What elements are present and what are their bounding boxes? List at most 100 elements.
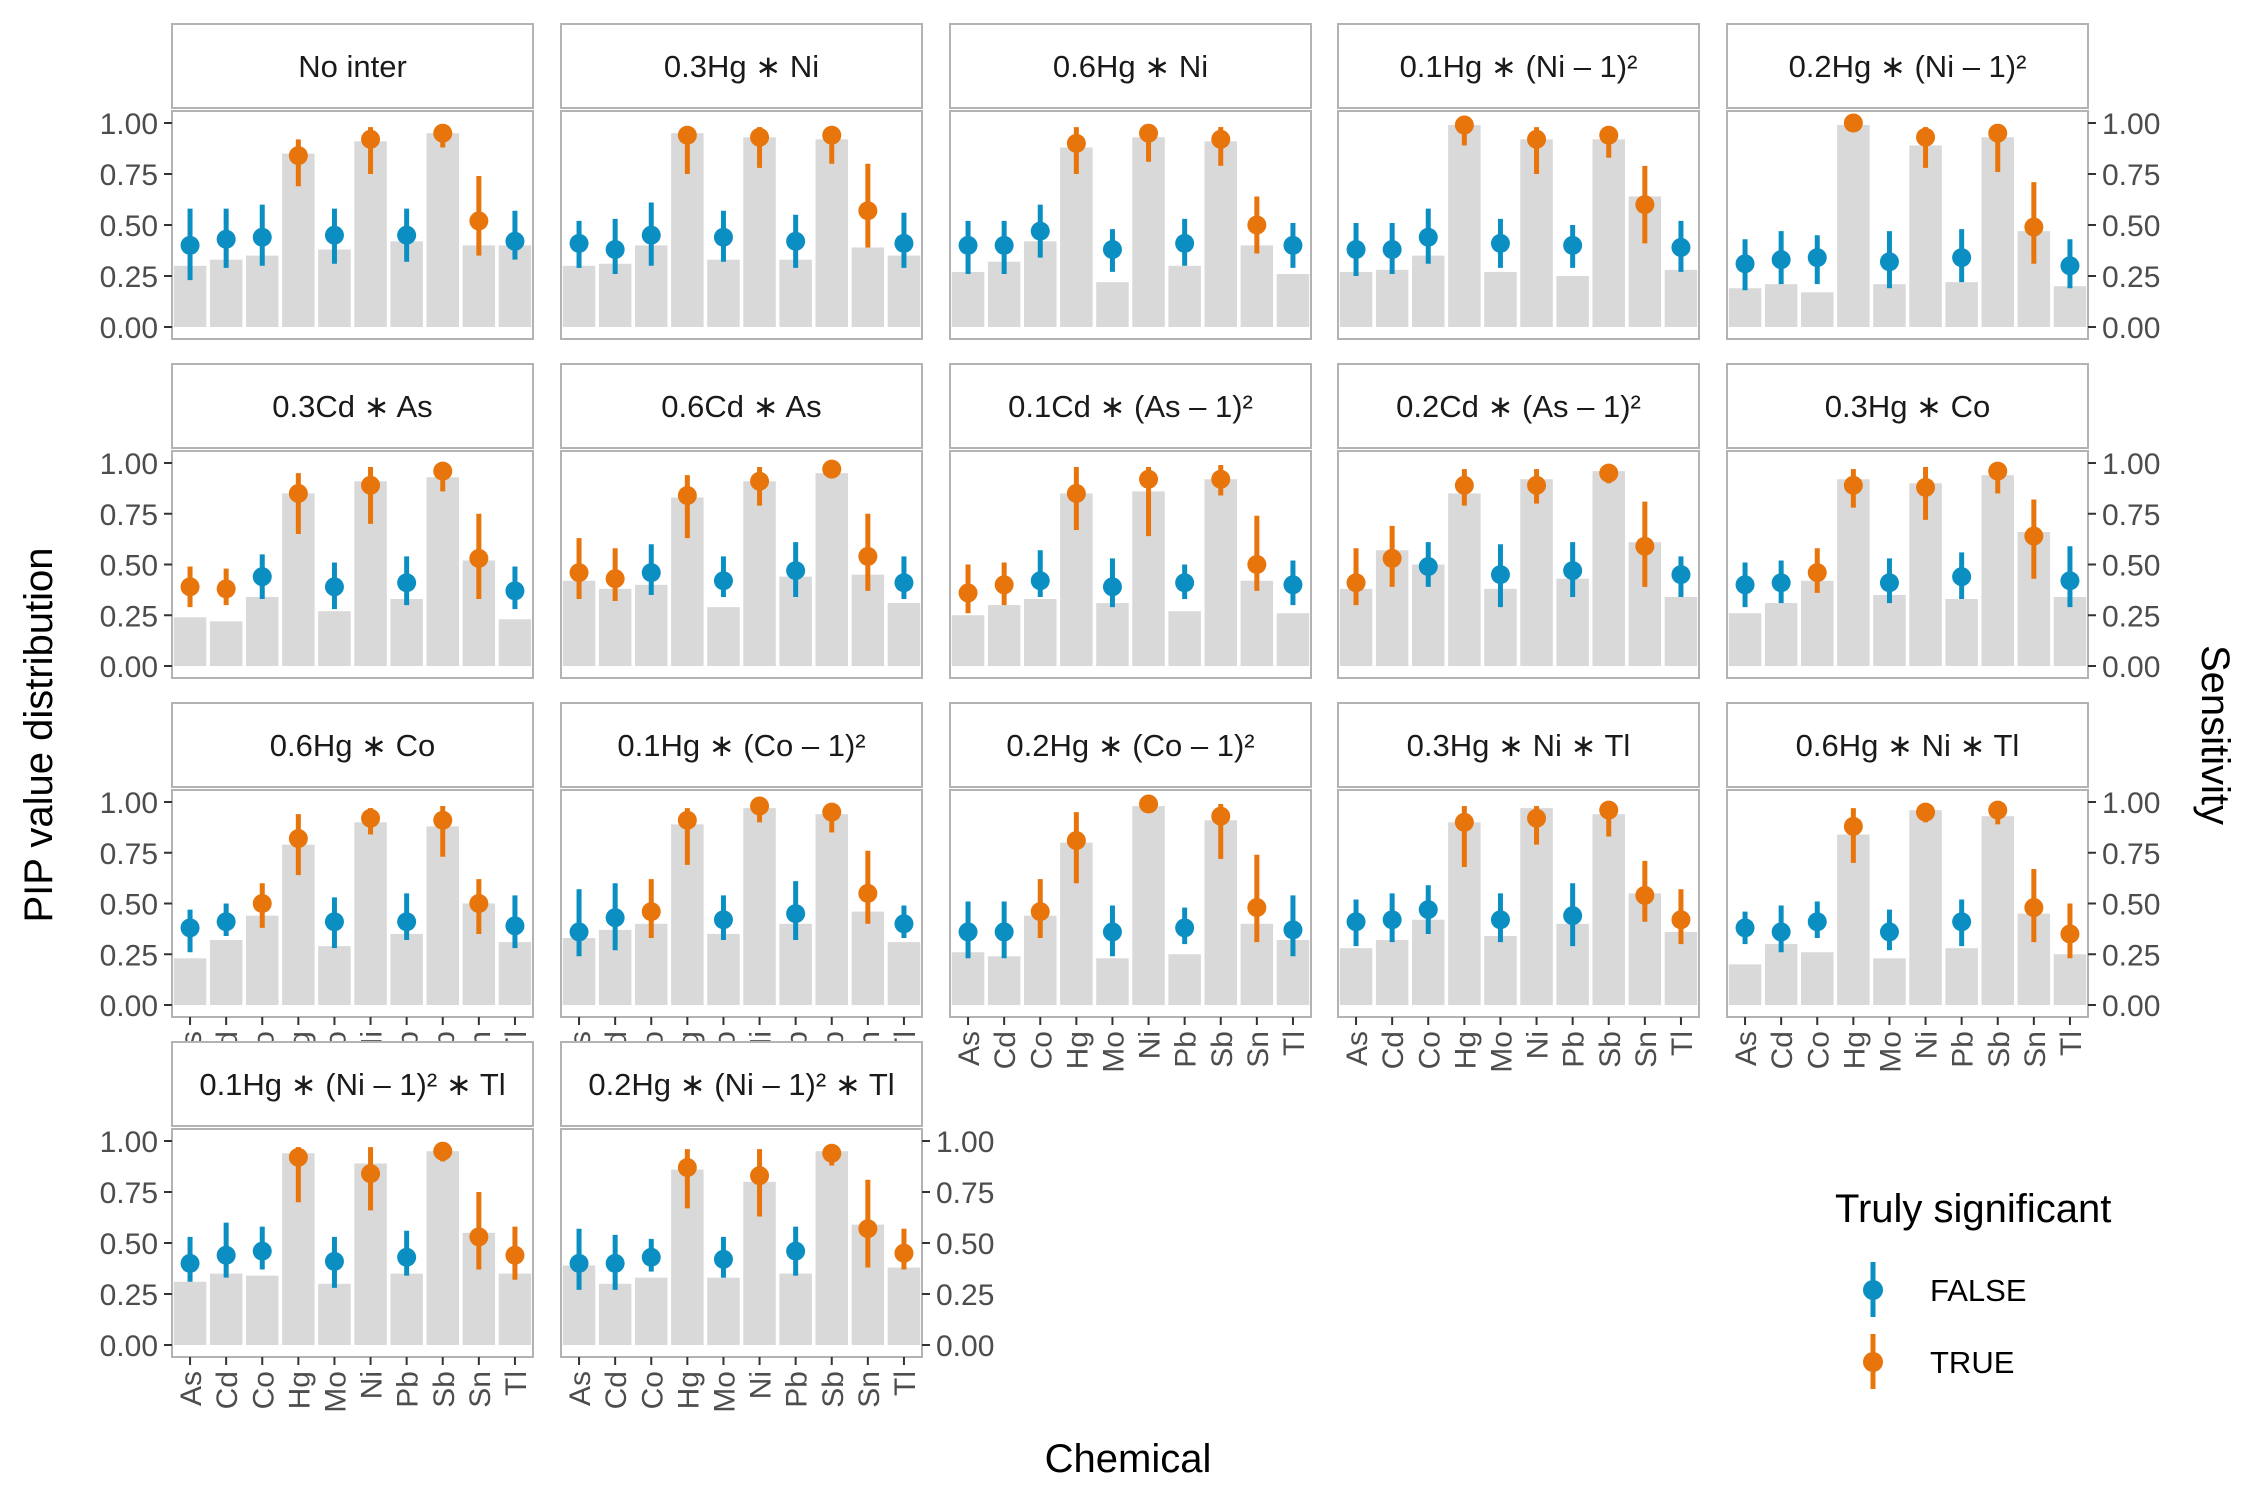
facet-strip-label: 0.1Hg ∗ (Ni – 1)²	[1400, 49, 1638, 84]
pip-median-point	[397, 1247, 417, 1267]
pip-median-point	[1879, 922, 1899, 942]
pip-median-point	[713, 571, 733, 591]
sensitivity-bar	[246, 596, 279, 666]
sensitivity-bar	[598, 263, 632, 327]
sensitivity-bar	[815, 473, 848, 666]
pip-median-point	[641, 1247, 661, 1267]
pip-median-point	[1102, 239, 1122, 259]
y-tick-label: 0.00	[100, 651, 158, 684]
pip-median-point	[505, 1245, 525, 1265]
sensitivity-bar	[173, 958, 207, 1005]
pip-median-point	[324, 577, 344, 597]
pip-median-point	[1988, 800, 2008, 820]
pip-median-point	[433, 1141, 453, 1161]
pip-median-point	[677, 485, 697, 505]
pip-median-point	[858, 883, 878, 903]
sensitivity-bar	[743, 481, 776, 666]
pip-median-point	[1382, 548, 1402, 568]
pip-median-point	[1211, 806, 1231, 826]
pip-median-point	[1346, 912, 1366, 932]
facet-strip-label: 0.1Hg ∗ (Ni – 1)² ∗ Tl	[199, 1067, 505, 1102]
sensitivity-bar	[1448, 125, 1481, 327]
pip-median-point	[1671, 565, 1691, 585]
y-tick-label: 1.00	[100, 1126, 158, 1159]
sensitivity-bar	[707, 607, 740, 666]
sensitivity-bar	[1556, 276, 1589, 327]
x-tick-label: Ni	[1911, 1031, 1944, 1059]
sensitivity-bar	[635, 584, 668, 666]
y-tick-label: 1.00	[100, 108, 158, 141]
x-tick-label: Mo	[1097, 1031, 1130, 1073]
pip-median-point	[1843, 816, 1863, 836]
facet-strip-label: 0.1Hg ∗ (Co – 1)²	[617, 728, 865, 763]
pip-median-point	[324, 912, 344, 932]
sensitivity-bar	[951, 615, 985, 666]
y2-axis-title: Sensitivity	[2193, 645, 2237, 825]
x-tick-label: As	[1730, 1031, 1763, 1066]
y2-tick-label: 0.75	[2102, 159, 2160, 192]
pip-median-point	[1843, 113, 1863, 133]
sensitivity-bar	[1592, 139, 1625, 327]
sensitivity-bar	[246, 1275, 279, 1345]
pip-median-point	[786, 904, 806, 924]
sensitivity-bar	[1276, 613, 1310, 666]
pip-median-point	[469, 1227, 489, 1247]
pip-median-point	[1988, 461, 2008, 481]
sensitivity-bar	[498, 619, 532, 666]
y-tick-label: 0.25	[100, 1279, 158, 1312]
sensitivity-bar	[635, 1277, 668, 1345]
legend-label-true: TRUE	[1930, 1345, 2014, 1380]
facet-strip-label: 0.2Hg ∗ (Co – 1)²	[1006, 728, 1254, 763]
x-tick-label: Hg	[1449, 1031, 1482, 1069]
x-tick-label: Tl	[500, 1371, 533, 1396]
sensitivity-bar	[951, 952, 985, 1005]
x-tick-label: Sn	[2019, 1031, 2052, 1068]
sensitivity-bar	[815, 139, 848, 327]
x-tick-label: Cd	[1766, 1031, 1799, 1069]
x-tick-label: Tl	[889, 1371, 922, 1396]
pip-median-point	[1879, 252, 1899, 272]
sensitivity-bar	[209, 259, 243, 327]
pip-median-point	[1916, 127, 1936, 147]
pip-median-point	[641, 902, 661, 922]
pip-median-point	[750, 471, 770, 491]
y-tick-label: 0.50	[100, 889, 158, 922]
pip-median-point	[605, 569, 625, 589]
pip-median-point	[1952, 248, 1972, 268]
sensitivity-bar	[1945, 282, 1978, 327]
y-tick-label: 0.50	[100, 1228, 158, 1261]
pip-median-point	[288, 829, 308, 849]
pip-median-point	[858, 546, 878, 566]
sensitivity-bar	[246, 255, 279, 327]
pip-median-point	[858, 201, 878, 221]
sensitivity-bar	[987, 605, 1021, 666]
pip-median-point	[677, 1158, 697, 1178]
sensitivity-bar	[1592, 471, 1625, 666]
sensitivity-bar	[1204, 141, 1237, 327]
facet-strip	[949, 23, 1312, 109]
sensitivity-bar	[1484, 271, 1517, 327]
pip-median-point	[216, 229, 236, 249]
pip-median-point	[252, 227, 272, 247]
facet-strip	[949, 363, 1312, 449]
sensitivity-bar	[426, 133, 459, 327]
facet-panel: No inter 0.00 0.25 0.50 0.75 1.00	[100, 23, 534, 345]
y-tick-label: 0.25	[100, 939, 158, 972]
y2-tick-label: 1.00	[2102, 787, 2160, 820]
pip-median-point	[994, 235, 1014, 255]
x-tick-label: Sn	[1242, 1031, 1275, 1068]
x-tick-label: Cd	[600, 1371, 633, 1409]
pip-median-point	[505, 916, 525, 936]
pip-median-point	[1346, 239, 1366, 259]
facet-strip	[560, 1041, 923, 1127]
facet-strip-label: 0.6Cd ∗ As	[661, 389, 821, 424]
pip-median-point	[677, 125, 697, 145]
y2-tick-label: 0.25	[2102, 600, 2160, 633]
pip-median-point	[713, 227, 733, 247]
sensitivity-bar	[562, 265, 596, 327]
pip-median-point	[1490, 910, 1510, 930]
sensitivity-bar	[2053, 596, 2087, 666]
sensitivity-bar	[1801, 580, 1834, 666]
pip-median-point	[2024, 217, 2044, 237]
